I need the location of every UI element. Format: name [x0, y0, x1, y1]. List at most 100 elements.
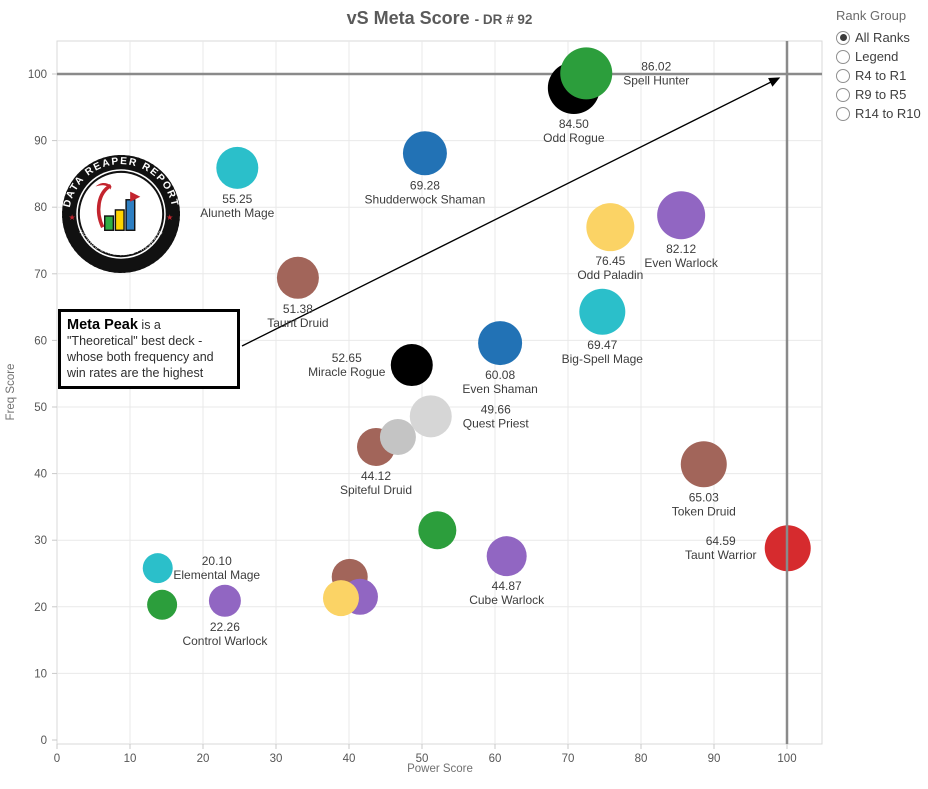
deck-bubble-control-warlock[interactable]	[208, 584, 241, 617]
deck-score-spell-hunter: 86.02	[641, 59, 671, 73]
rank-option-r9-to-r5[interactable]: R9 to R5	[836, 87, 926, 102]
rank-group-options: All Ranks Legend R4 to R1 R9 to R5 R14 to R1…	[836, 30, 926, 121]
y-tick-label: 90	[34, 136, 47, 148]
deck-name-taunt-druid: Taunt Druid	[267, 316, 328, 330]
rank-option-legend[interactable]: Legend	[836, 49, 926, 64]
x-tick-label: 10	[124, 753, 137, 765]
deck-name-taunt-warrior: Taunt Warrior	[685, 548, 757, 562]
radio-icon[interactable]	[836, 49, 850, 64]
y-tick-label: 20	[34, 602, 47, 614]
deck-bubble-aluneth-mage[interactable]	[216, 146, 259, 189]
deck-name-aluneth-mage: Aluneth Mage	[200, 206, 274, 220]
rank-option-label: All Ranks	[855, 30, 910, 45]
deck-score-spiteful-druid: 44.12	[361, 469, 391, 483]
x-tick-label: 20	[197, 753, 210, 765]
deck-score-quest-priest: 49.66	[481, 402, 511, 416]
deck-bubble-big-spell-mage[interactable]	[579, 288, 626, 335]
deck-name-quest-priest: Quest Priest	[463, 416, 530, 430]
deck-name-odd-paladin: Odd Paladin	[577, 268, 643, 282]
deck-score-big-spell-mage: 69.47	[587, 338, 617, 352]
annotation-lead-bold: Meta Peak	[67, 317, 138, 333]
deck-name-even-warlock: Even Warlock	[644, 256, 719, 270]
deck-bubble-unlabeled[interactable]	[147, 589, 178, 620]
deck-bubble-spell-hunter[interactable]	[560, 47, 613, 100]
deck-score-taunt-druid: 51.38	[283, 302, 313, 316]
y-tick-label: 70	[34, 269, 47, 281]
deck-score-taunt-warrior: 64.59	[706, 534, 736, 548]
rank-option-label: R4 to R1	[855, 68, 907, 83]
deck-name-even-shaman: Even Shaman	[462, 382, 537, 396]
rank-group-panel: Rank Group All Ranks Legend R4 to R1 R9 to …	[836, 8, 926, 125]
data-reaper-logo: DATA REAPER REPORT VICIOUS SYNDICATE PRE…	[62, 155, 180, 273]
deck-bubble-even-warlock[interactable]	[657, 191, 706, 240]
deck-score-control-warlock: 22.26	[210, 620, 240, 634]
y-axis-title: Freq Score	[5, 364, 17, 421]
logo-inner-ring	[77, 170, 165, 258]
chart-title-main: vS Meta Score	[346, 8, 470, 28]
deck-score-even-warlock: 82.12	[666, 242, 696, 256]
deck-bubble-token-druid[interactable]	[680, 441, 727, 488]
radio-icon[interactable]	[836, 87, 850, 102]
deck-score-even-shaman: 60.08	[485, 368, 515, 382]
logo-star-right-icon: ★	[166, 213, 173, 222]
x-tick-label: 0	[54, 753, 60, 765]
x-tick-label: 70	[562, 753, 575, 765]
rank-option-label: Legend	[855, 49, 899, 64]
deck-score-token-druid: 65.03	[689, 490, 719, 504]
annotation-line: whose both frequency and	[67, 350, 214, 365]
deck-name-elemental-mage: Elemental Mage	[173, 568, 260, 582]
rank-option-label: R14 to R10	[855, 106, 921, 121]
logo-stamp-texture	[62, 155, 180, 273]
radio-icon[interactable]	[836, 106, 850, 121]
deck-name-miracle-rogue: Miracle Rogue	[308, 365, 386, 379]
deck-bubble-unlabeled[interactable]	[418, 511, 457, 550]
y-tick-label: 80	[34, 202, 47, 214]
rank-option-label: R9 to R5	[855, 87, 907, 102]
x-tick-label: 50	[416, 753, 429, 765]
deck-bubble-taunt-druid[interactable]	[276, 256, 319, 299]
deck-name-spiteful-druid: Spiteful Druid	[340, 483, 412, 497]
y-tick-label: 10	[34, 668, 47, 680]
annotation-line: win rates are the highest	[67, 366, 204, 381]
deck-name-shudderwock-shaman: Shudderwock Shaman	[365, 192, 486, 206]
deck-name-token-druid: Token Druid	[672, 504, 736, 518]
rank-option-all-ranks[interactable]: All Ranks	[836, 30, 926, 45]
logo-barchart-icon	[95, 182, 141, 231]
deck-bubble-unlabeled[interactable]	[322, 580, 359, 617]
radio-selected-icon[interactable]	[836, 30, 850, 45]
deck-score-odd-rogue: 84.50	[559, 117, 589, 131]
annotation-lead: Meta Peak is a	[67, 316, 231, 334]
x-tick-label: 40	[343, 753, 356, 765]
deck-score-cube-warlock: 44.87	[492, 579, 522, 593]
y-tick-label: 40	[34, 469, 47, 481]
y-tick-label: 100	[28, 69, 47, 81]
rank-group-title: Rank Group	[836, 8, 907, 23]
x-tick-label: 100	[777, 753, 796, 765]
y-tick-label: 30	[34, 535, 47, 547]
deck-name-spell-hunter: Spell Hunter	[623, 73, 689, 87]
deck-bubble-elemental-mage[interactable]	[142, 553, 173, 584]
deck-bubble-cube-warlock[interactable]	[486, 536, 527, 577]
rank-option-r4-to-r1[interactable]: R4 to R1	[836, 68, 926, 83]
deck-name-odd-rogue: Odd Rogue	[543, 131, 605, 145]
chart-title: vS Meta Score - DR # 92	[57, 8, 822, 29]
x-tick-label: 80	[635, 753, 648, 765]
chart-title-suffix: - DR # 92	[474, 12, 533, 27]
deck-bubble-odd-paladin[interactable]	[586, 203, 635, 252]
deck-name-big-spell-mage: Big-Spell Mage	[562, 352, 644, 366]
annotation-lead-rest: is a	[137, 318, 161, 332]
rank-option-r14-to-r10[interactable]: R14 to R10	[836, 106, 926, 121]
y-tick-label: 60	[34, 335, 47, 347]
deck-score-aluneth-mage: 55.25	[222, 192, 252, 206]
x-tick-label: 60	[489, 753, 502, 765]
deck-score-shudderwock-shaman: 69.28	[410, 178, 440, 192]
deck-bubble-even-shaman[interactable]	[478, 321, 523, 366]
deck-score-odd-paladin: 76.45	[595, 254, 625, 268]
deck-bubble-miracle-rogue[interactable]	[390, 344, 433, 387]
radio-icon[interactable]	[836, 68, 850, 83]
deck-bubble-quest-priest[interactable]	[409, 395, 452, 438]
deck-bubble-shudderwock-shaman[interactable]	[402, 131, 447, 176]
deck-bubble-unlabeled[interactable]	[379, 418, 416, 455]
